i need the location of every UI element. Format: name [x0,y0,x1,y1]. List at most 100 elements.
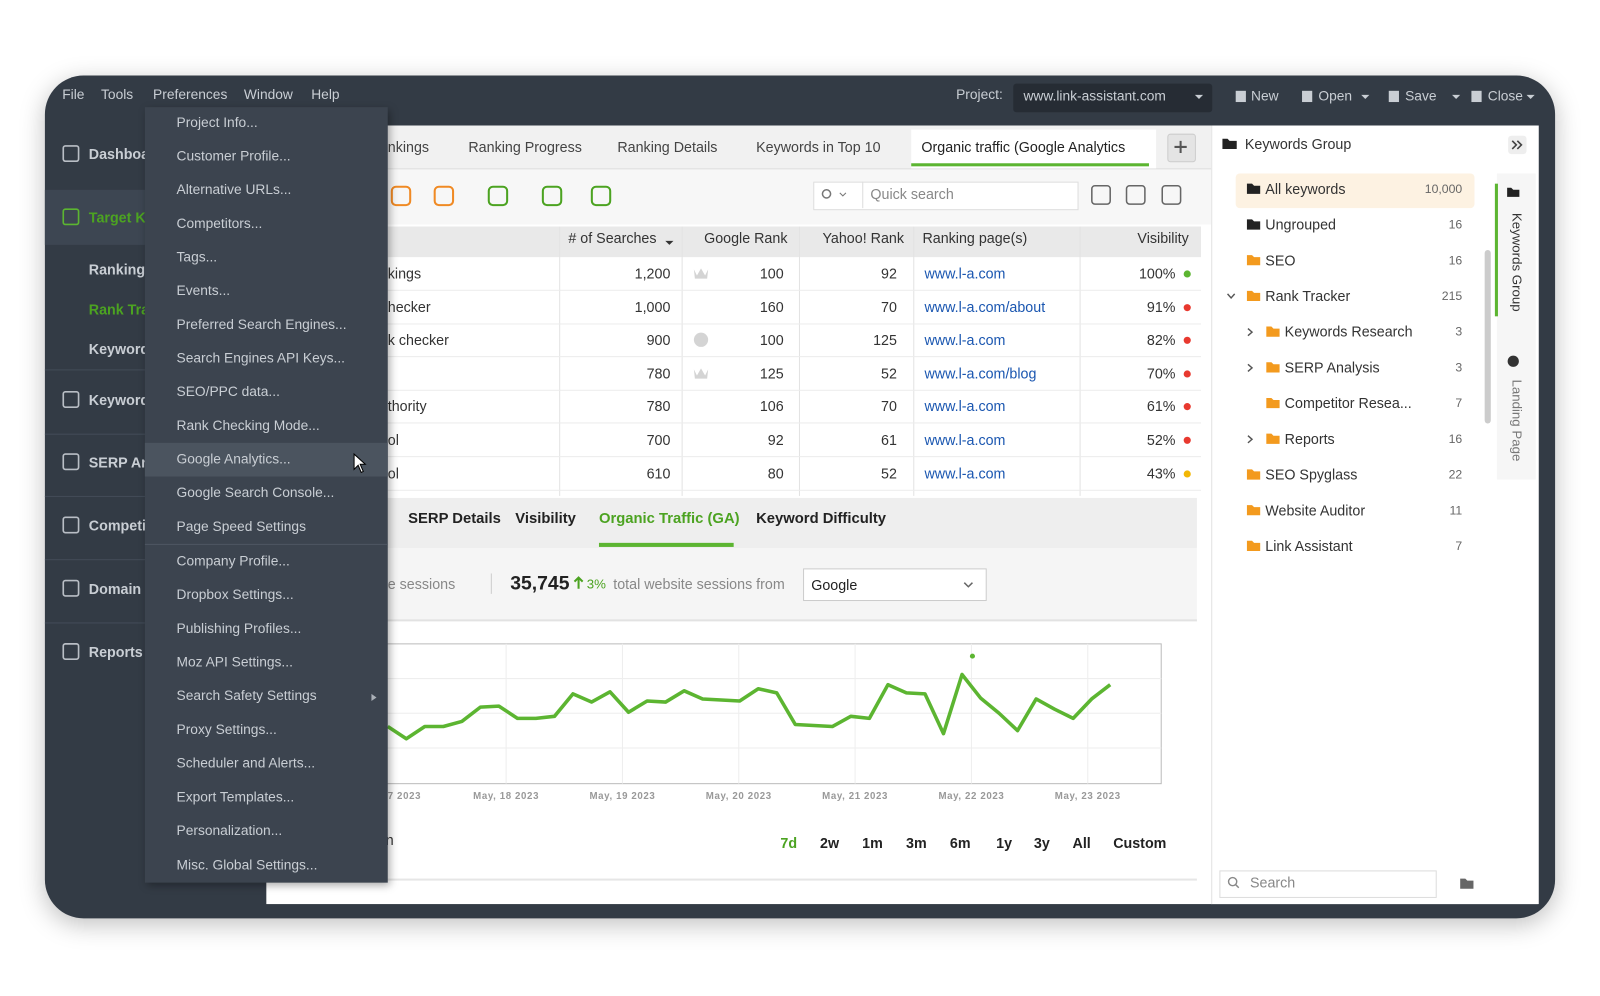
menu-option[interactable]: Dropbox Settings... [176,586,294,603]
menu-item[interactable]: Help [311,86,340,103]
caret [1526,94,1535,99]
menu-option[interactable]: Events... [176,282,231,299]
menu-option[interactable]: Scheduler and Alerts... [176,755,316,771]
source-value[interactable]: Google [811,576,858,593]
toolbar-button[interactable]: New [1251,88,1279,104]
menu-option[interactable]: Preferred Search Engines... [176,316,347,332]
toolbar-button[interactable]: Close [1487,88,1523,104]
tab[interactable]: Ranking Details [617,138,718,156]
project-value[interactable]: www.link-assistant.com [1023,88,1166,104]
menu-option[interactable]: Google Analytics... [176,451,291,467]
side-tab[interactable]: Keywords Group [1509,212,1525,312]
menu-option[interactable]: Company Profile... [176,553,290,569]
group-name[interactable]: Competitor Resea... [1284,394,1412,412]
ranking-page-link[interactable]: www.l-a.com/about [924,298,1046,315]
ranking-page-link[interactable]: www.l-a.com [924,398,1006,415]
menu-option[interactable]: Tags... [176,249,218,265]
ranking-page-link[interactable]: www.l-a.com [924,265,1006,282]
side-tab[interactable]: Landing Page [1509,379,1525,462]
column-header[interactable]: Visibility [1137,229,1189,246]
sidebar-item[interactable]: SERP An [88,454,150,471]
bottom-tab[interactable]: Keyword Difficulty [756,510,887,528]
toolbar-button[interactable]: Open [1318,88,1353,104]
column-header[interactable]: # of Searches [568,229,657,246]
sidebar-item[interactable]: Keyword [88,391,150,409]
side-tabs [1496,173,1536,480]
divider [490,573,492,594]
group-name[interactable]: SEO Spyglass [1265,466,1358,483]
range-button[interactable]: 3m [905,834,927,852]
bottom-tab[interactable]: Organic Traffic (GA) [598,510,740,528]
x-tick-label: May, 21 2023 [822,791,889,803]
menu-option[interactable]: Publishing Profiles... [176,620,302,636]
menu-option[interactable]: Moz API Settings... [176,654,293,670]
range-button[interactable]: 3y [1033,834,1050,852]
x-tick-label: May, 20 2023 [705,791,772,803]
sidebar-item[interactable]: Target K [88,209,146,226]
bottom-tab[interactable]: SERP Details [408,510,501,528]
tab[interactable]: nkings [387,138,430,156]
range-button[interactable]: Custom [1113,834,1167,852]
group-name[interactable]: Reports [1284,430,1335,447]
group-name[interactable]: Rank Tracker [1265,287,1351,305]
menu-option[interactable]: SEO/PPC data... [176,383,280,400]
group-name[interactable]: Website Auditor [1265,502,1366,519]
menu-option[interactable]: Search Engines API Keys... [176,350,345,366]
group-name[interactable]: Keywords Research [1284,323,1413,340]
range-button[interactable]: 6m [949,834,971,852]
menu-option[interactable]: Export Templates... [176,789,295,805]
bottom-tab-bar [266,497,1197,548]
sidebar-item[interactable]: Reports [88,643,143,661]
menu-option[interactable]: Page Speed Settings [176,518,306,534]
range-button[interactable]: 1y [996,834,1013,852]
column-header[interactable]: Ranking page(s) [922,229,1028,246]
search-input[interactable]: Search [1249,874,1296,891]
group-name[interactable]: Ungrouped [1265,216,1336,233]
ranking-page-link[interactable]: www.l-a.com [924,431,1006,448]
ranking-page-link[interactable]: www.l-a.com/blog [924,365,1037,382]
caret [1452,94,1461,99]
sidebar-item[interactable]: Dashboa [88,145,150,163]
sidebar-item[interactable]: Keyword [88,340,150,358]
sidebar-item[interactable]: Competi [88,517,146,534]
folder-icon [1246,505,1261,516]
range-button[interactable]: All [1072,834,1091,852]
menu-option[interactable]: Competitors... [176,215,263,231]
range-button[interactable]: 7d [780,834,798,852]
menu-option[interactable]: Alternative URLs... [176,181,292,198]
tab[interactable]: Keywords in Top 10 [756,138,881,156]
column-header[interactable]: Yahoo! Rank [822,229,904,246]
column-header[interactable]: Google Rank [704,229,788,246]
group-name[interactable]: SERP Analysis [1284,359,1380,376]
bottom-tab[interactable]: Visibility [515,510,576,528]
chart-panel [266,621,1197,881]
group-name[interactable]: All keywords [1265,180,1346,197]
range-button[interactable]: 1m [862,834,883,852]
keyword-cell: k checker [387,331,449,349]
row-line [387,289,1202,291]
toolbar-button[interactable]: Save [1405,88,1437,104]
group-name[interactable]: SEO [1265,252,1296,269]
range-button[interactable]: 2w [820,834,840,852]
menu-option[interactable]: Google Search Console... [176,484,335,501]
sidebar-item[interactable]: Ranking [88,261,146,278]
menu-option[interactable]: Customer Profile... [176,148,291,164]
sidebar-item[interactable]: Domain [88,580,142,597]
menu-item[interactable]: Preferences [153,86,228,103]
group-name[interactable]: Link Assistant [1265,537,1353,555]
menu-option[interactable]: Rank Checking Mode... [176,417,320,433]
sidebar-item[interactable]: Rank Tra [88,301,150,318]
menu-item[interactable]: Window [243,86,293,103]
tab[interactable]: Ranking Progress [468,138,582,156]
ranking-page-link[interactable]: www.l-a.com [924,464,1006,482]
menu-option[interactable]: Personalization... [176,822,283,839]
menu-item[interactable]: Tools [101,86,134,103]
menu-option[interactable]: Project Info... [176,114,258,130]
menu-option[interactable]: Proxy Settings... [176,721,277,737]
menu-item[interactable]: File [62,86,85,103]
menu-option[interactable]: Misc. Global Settings... [176,857,318,873]
ranking-page-link[interactable]: www.l-a.com [924,331,1006,349]
menu-option[interactable]: Search Safety Settings [176,688,317,704]
tab[interactable]: Organic traffic (Google Analytics [921,138,1126,156]
search-input[interactable]: Quick search [870,185,954,203]
